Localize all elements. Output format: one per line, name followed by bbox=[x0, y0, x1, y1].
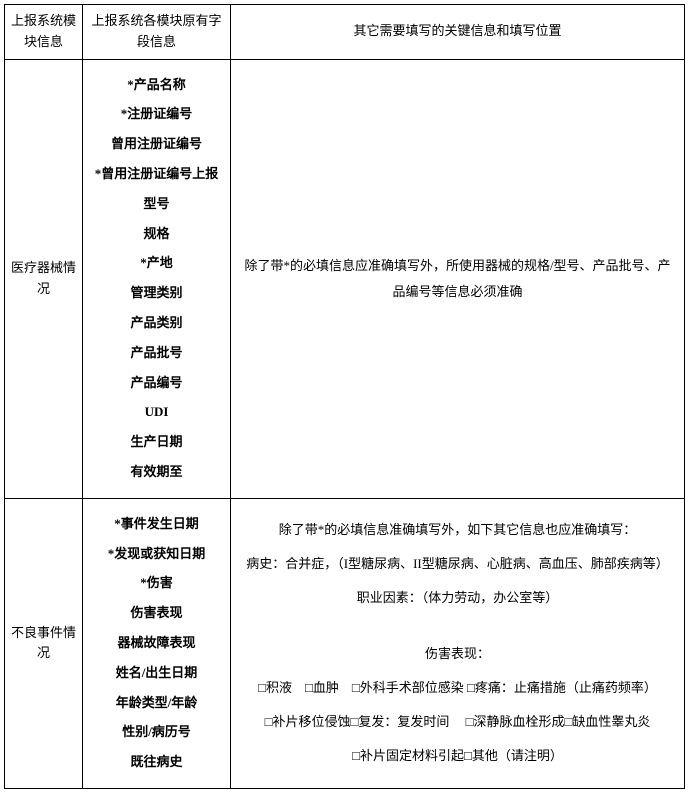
field-item: 有效期至 bbox=[87, 462, 226, 483]
field-item: *曾用注册证编号上报 bbox=[87, 164, 226, 185]
row-adverse-event: 不良事件情况 *事件发生日期 *发现或获知日期 *伤害 伤害表现 器械故障表现 … bbox=[5, 498, 685, 788]
field-item: 管理类别 bbox=[87, 283, 226, 304]
report-table: 上报系统模块信息 上报系统各模块原有字段信息 其它需要填写的关键信息和填写位置 … bbox=[4, 4, 685, 789]
field-item: *产地 bbox=[87, 253, 226, 274]
field-item: 生产日期 bbox=[87, 432, 226, 453]
field-item: 年龄类型/年龄 bbox=[87, 693, 226, 714]
field-item: 产品类别 bbox=[87, 313, 226, 334]
note-line: □补片固定材料引起□其他（请注明） bbox=[243, 743, 672, 769]
header-col3: 其它需要填写的关键信息和填写位置 bbox=[231, 5, 685, 60]
field-item: 规格 bbox=[87, 224, 226, 245]
header-col2: 上报系统各模块原有字段信息 bbox=[83, 5, 231, 60]
row-medical-device: 医疗器械情况 *产品名称 *注册证编号 曾用注册证编号 *曾用注册证编号上报 型… bbox=[5, 59, 685, 498]
field-item: 既往病史 bbox=[87, 752, 226, 773]
field-item: 产品批号 bbox=[87, 343, 226, 364]
note-line: 除了带*的必填信息准确填写外，如下其它信息也应准确填写： bbox=[243, 517, 672, 543]
field-item: 伤害表现 bbox=[87, 603, 226, 624]
note-line: 病史：合并症，（I型糖尿病、II型糖尿病、心脏病、高血压、肺部疾病等） bbox=[243, 551, 672, 577]
field-item: *产品名称 bbox=[87, 75, 226, 96]
row2-notes: 除了带*的必填信息准确填写外，如下其它信息也应准确填写： 病史：合并症，（I型糖… bbox=[231, 498, 685, 788]
field-item: *伤害 bbox=[87, 573, 226, 594]
field-item: *发现或获知日期 bbox=[87, 544, 226, 565]
header-row: 上报系统模块信息 上报系统各模块原有字段信息 其它需要填写的关键信息和填写位置 bbox=[5, 5, 685, 60]
note-line: □补片移位侵蚀□复发：复发时间 □深静脉血栓形成□缺血性睾丸炎 bbox=[243, 709, 672, 735]
field-item: UDI bbox=[87, 402, 226, 423]
field-item: 曾用注册证编号 bbox=[87, 134, 226, 155]
field-item: 性别/病历号 bbox=[87, 722, 226, 743]
field-item: *事件发生日期 bbox=[87, 514, 226, 535]
note-line: 职业因素：（体力劳动，办公室等） bbox=[243, 585, 672, 611]
row2-label: 不良事件情况 bbox=[5, 498, 83, 788]
field-item: 姓名/出生日期 bbox=[87, 663, 226, 684]
note-line: □积液 □血肿 □外科手术部位感染 □疼痛：止痛措施（止痛药频率） bbox=[243, 675, 672, 701]
field-item: 器械故障表现 bbox=[87, 633, 226, 654]
row1-fields: *产品名称 *注册证编号 曾用注册证编号 *曾用注册证编号上报 型号 规格 *产… bbox=[83, 59, 231, 498]
header-col1: 上报系统模块信息 bbox=[5, 5, 83, 60]
row1-label: 医疗器械情况 bbox=[5, 59, 83, 498]
field-item: 产品编号 bbox=[87, 373, 226, 394]
row2-fields: *事件发生日期 *发现或获知日期 *伤害 伤害表现 器械故障表现 姓名/出生日期… bbox=[83, 498, 231, 788]
note-line: 伤害表现： bbox=[243, 641, 672, 667]
field-item: *注册证编号 bbox=[87, 104, 226, 125]
row1-note: 除了带*的必填信息应准确填写外，所使用器械的规格/型号、产品批号、产品编号等信息… bbox=[231, 59, 685, 498]
field-item: 型号 bbox=[87, 194, 226, 215]
